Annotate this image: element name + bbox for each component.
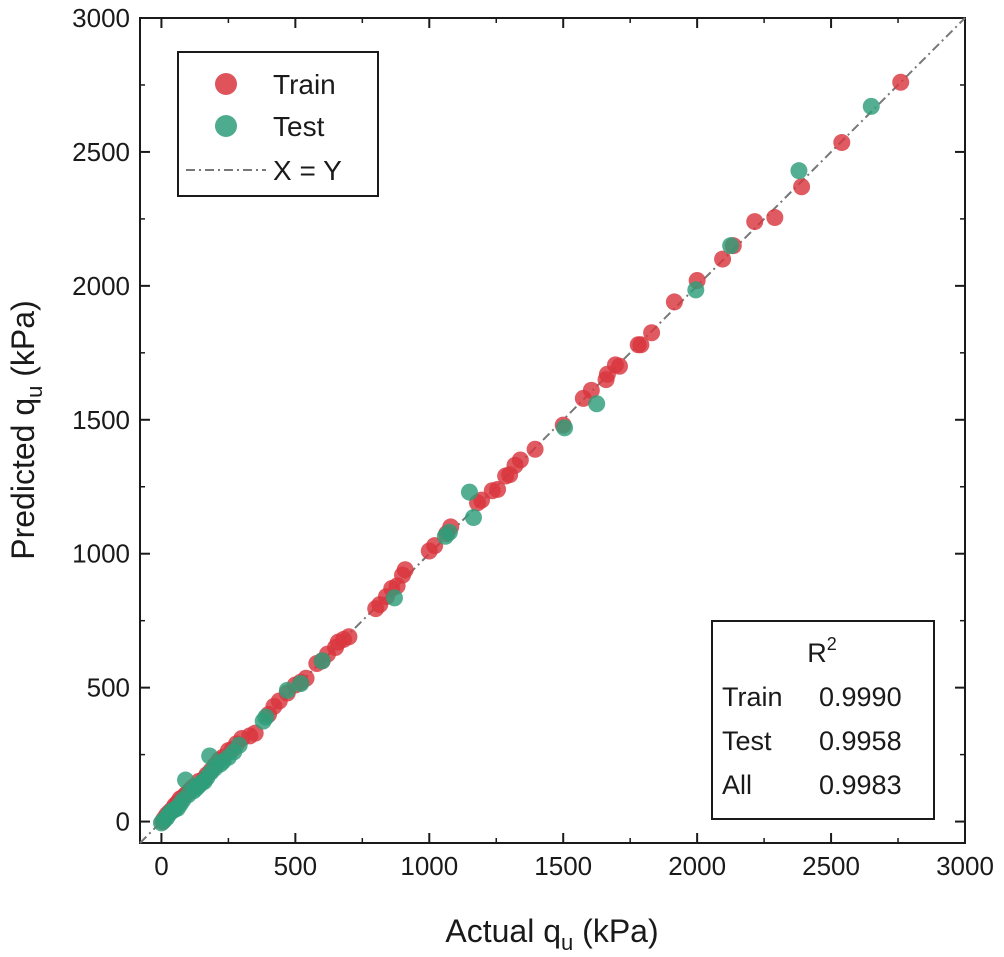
train-point <box>793 178 811 196</box>
r2-row-test-value: 0.9958 <box>819 726 902 756</box>
series-test <box>152 97 880 832</box>
y-axis-title: Predicted qu (kPa) <box>5 300 47 559</box>
r2-row-train-value: 0.9990 <box>819 682 902 712</box>
train-point <box>643 324 661 342</box>
x-tick-label: 0 <box>154 851 168 881</box>
y-tick-label: 2000 <box>72 271 130 301</box>
test-point <box>313 652 331 670</box>
r2-row-all-value: 0.9983 <box>819 770 902 800</box>
y-tick-label: 1000 <box>72 539 130 569</box>
test-point <box>292 675 310 693</box>
train-point <box>766 209 784 227</box>
train-point <box>632 336 650 354</box>
test-point <box>862 97 880 115</box>
legend: Train Test X = Y <box>177 51 379 197</box>
test-point <box>201 747 219 765</box>
x-axis-title: Actual qu (kPa) <box>445 913 658 955</box>
train-point <box>497 467 515 485</box>
test-point <box>385 589 403 607</box>
legend-train-label: Train <box>273 69 336 100</box>
axis-tick-labels: 0 500 1000 1500 2000 2500 3000 0 500 1000 1500 2000… <box>72 3 994 881</box>
train-point <box>665 293 683 311</box>
train-point <box>714 250 732 268</box>
r2-row-all-label: All <box>722 770 752 800</box>
test-point <box>177 771 195 789</box>
test-point <box>464 509 482 527</box>
x-tick-label: 2500 <box>802 851 860 881</box>
y-tick-label: 500 <box>87 673 130 703</box>
y-tick-label: 3000 <box>72 3 130 33</box>
train-point <box>833 134 851 152</box>
test-point <box>556 419 574 437</box>
plot-frame <box>139 17 966 844</box>
test-point <box>152 814 170 832</box>
test-point <box>460 483 478 501</box>
x-tick-label: 3000 <box>936 851 994 881</box>
x-tick-label: 2000 <box>668 851 726 881</box>
legend-test-marker <box>215 115 237 137</box>
train-point <box>367 600 385 618</box>
x-tick-label: 500 <box>274 851 317 881</box>
x-tick-label: 1500 <box>534 851 592 881</box>
train-point <box>746 213 764 231</box>
train-point <box>892 73 910 91</box>
legend-xy-label: X = Y <box>273 155 342 186</box>
r2-row-test-label: Test <box>722 726 772 756</box>
train-point <box>597 371 615 389</box>
train-point <box>420 542 438 560</box>
test-point <box>588 395 606 413</box>
legend-test-label: Test <box>273 111 325 142</box>
r2-header: R2 <box>807 634 837 668</box>
x-tick-label: 1000 <box>400 851 458 881</box>
test-point <box>436 527 454 545</box>
train-point <box>526 440 544 458</box>
r2-row-train-label: Train <box>722 682 783 712</box>
train-point <box>574 389 592 407</box>
y-tick-label: 1500 <box>72 405 130 435</box>
r2-table: R2 Train 0.9990 Test 0.9958 All 0.9983 <box>711 620 935 820</box>
data-points <box>152 73 910 832</box>
y-tick-label: 0 <box>116 807 130 837</box>
test-point <box>687 281 705 299</box>
legend-train-marker <box>215 73 237 95</box>
test-point <box>722 237 740 255</box>
axis-ticks <box>140 17 966 843</box>
test-point <box>278 681 296 699</box>
r2-table-box <box>711 620 935 820</box>
test-point <box>254 712 272 730</box>
test-point <box>790 162 808 180</box>
y-tick-label: 2500 <box>72 137 130 167</box>
legend-box <box>177 51 379 197</box>
